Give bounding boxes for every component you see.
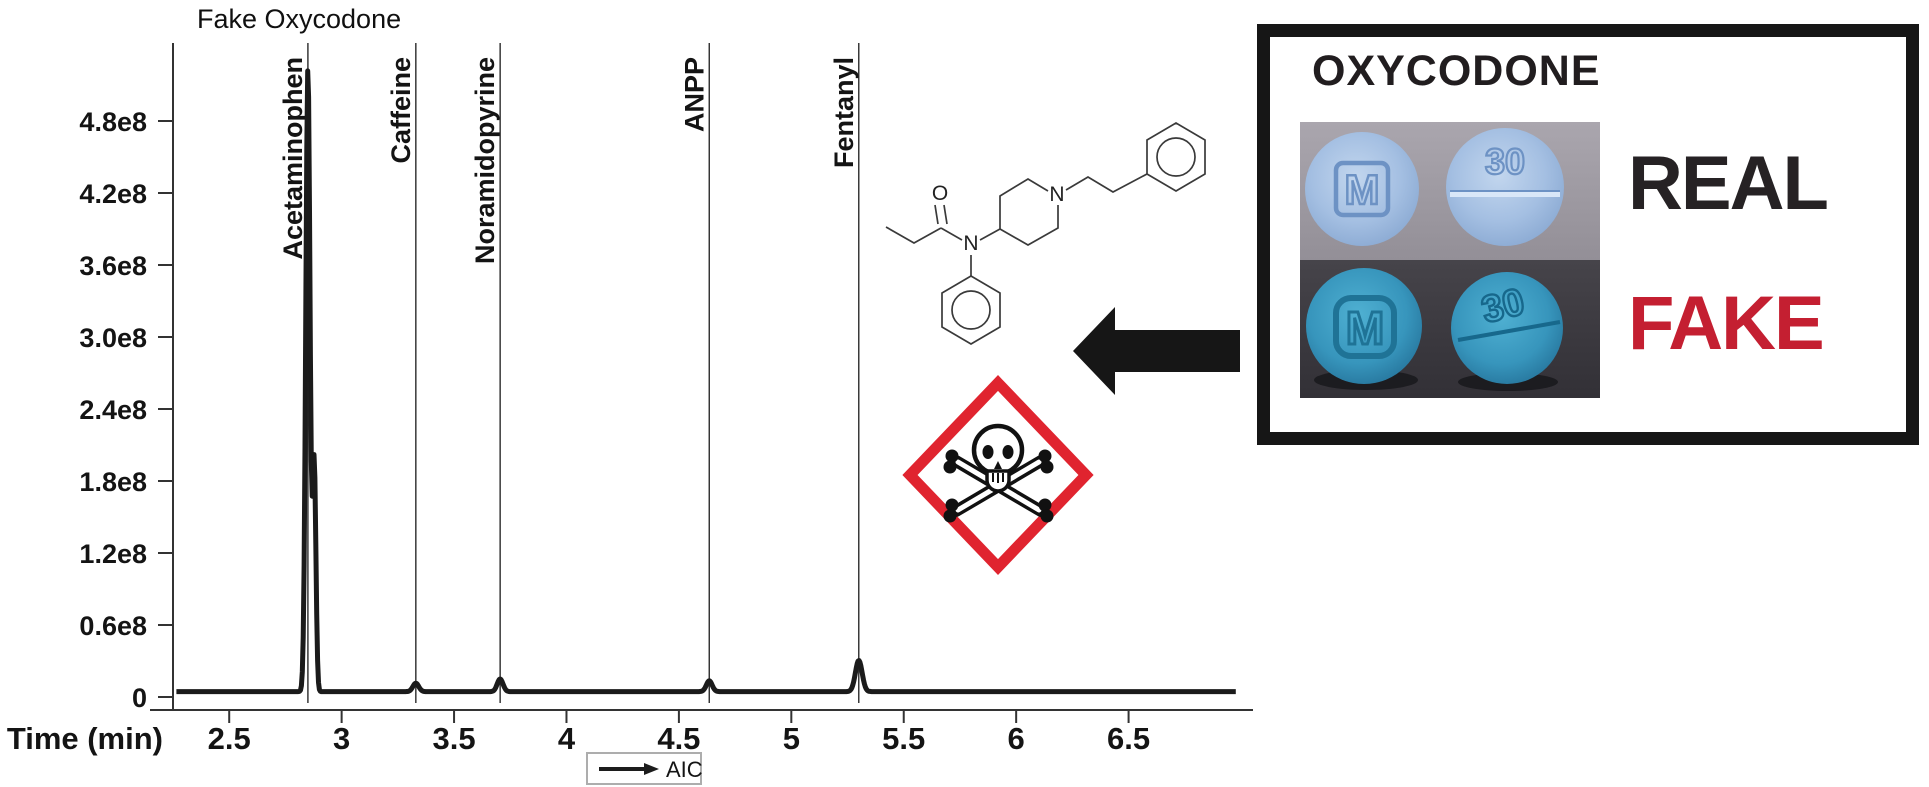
peak-label: Caffeine xyxy=(386,57,416,164)
y-tick-label: 3.6e8 xyxy=(79,251,147,281)
propionyl-chain xyxy=(885,226,942,244)
legend-series-name: AIC xyxy=(666,757,703,782)
x-tick-label: 3.5 xyxy=(432,721,475,756)
real-label: REAL xyxy=(1628,141,1829,226)
x-tick-label: 4.5 xyxy=(657,721,700,756)
y-tick-label: 4.8e8 xyxy=(79,107,147,137)
x-tick-label: 6.5 xyxy=(1107,721,1150,756)
pill-comparison-image: M 30 M 30 xyxy=(1300,122,1600,398)
legend-line-arrowhead xyxy=(644,763,659,775)
aic-trace xyxy=(174,68,1238,695)
fake-pill-30 xyxy=(1451,272,1563,384)
real-pill-m-imprint: M xyxy=(1345,166,1380,213)
left-arrow-icon xyxy=(1073,307,1240,395)
peak-label: Fentanyl xyxy=(829,57,859,168)
real-pill-m xyxy=(1305,132,1419,246)
legend: AIC xyxy=(586,752,703,785)
piperidine-nitrogen-atom-label: N xyxy=(1049,183,1064,206)
amide-nitrogen-atom-label: N xyxy=(963,232,978,255)
fake-pill-m-imprint: M xyxy=(1346,302,1384,354)
y-tick-label: 4.2e8 xyxy=(79,179,147,209)
fentanyl-structure: O N N xyxy=(885,122,1206,345)
x-tick-label: 3 xyxy=(333,721,350,756)
x-tick-label: 2.5 xyxy=(208,721,251,756)
x-tick-label: 5.5 xyxy=(882,721,925,756)
chromatogram-plot: Acetaminophen Caffeine Noramidopyrine ANPP F… xyxy=(79,43,1253,756)
skull-crossbones-icon xyxy=(943,423,1054,523)
peak-label: Noramidopyrine xyxy=(470,57,500,264)
fake-label: FAKE xyxy=(1628,281,1825,366)
y-tick-label: 2.4e8 xyxy=(79,395,147,425)
y-tick-label: 0.6e8 xyxy=(79,611,147,641)
panel-title: OXYCODONE xyxy=(1312,47,1601,95)
y-tick-label: 0 xyxy=(132,683,147,713)
x-tick-label: 5 xyxy=(783,721,800,756)
peak-label: Acetaminophen xyxy=(278,57,308,260)
oxygen-atom-label: O xyxy=(932,182,948,205)
x-axis-label: Time (min) xyxy=(7,721,163,756)
y-tick-label: 1.2e8 xyxy=(79,539,147,569)
toxic-pictogram xyxy=(902,375,1094,575)
peak-label: ANPP xyxy=(679,57,709,132)
chart-title: Fake Oxycodone xyxy=(197,4,401,34)
y-tick-label: 3.0e8 xyxy=(79,323,147,353)
pill-photo: M 30 M 30 xyxy=(1300,122,1600,398)
x-tick-label: 6 xyxy=(1008,721,1025,756)
real-pill-30-imprint: 30 xyxy=(1485,141,1525,182)
fake-pill-m xyxy=(1306,268,1422,384)
real-pill-30 xyxy=(1446,128,1564,246)
x-tick-label: 4 xyxy=(558,721,576,756)
y-tick-label: 1.8e8 xyxy=(79,467,147,497)
